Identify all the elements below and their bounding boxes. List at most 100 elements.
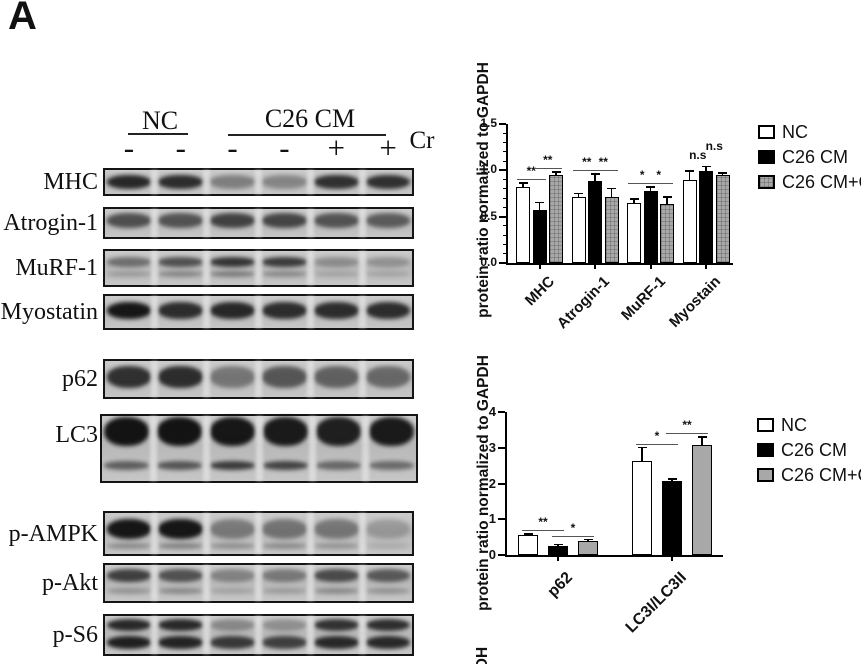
panel-label: A bbox=[8, 0, 37, 38]
sig-label: * bbox=[570, 520, 576, 535]
lane-gap bbox=[151, 513, 159, 554]
error-bar bbox=[671, 479, 673, 481]
blot-band bbox=[315, 417, 362, 447]
c26cm-underline bbox=[228, 134, 386, 136]
blot-target-label: p-AMPK bbox=[8, 520, 98, 547]
blot-band bbox=[315, 460, 362, 470]
error-bar bbox=[555, 172, 557, 175]
lane-gap bbox=[203, 209, 211, 237]
blot-target-label: MuRF-1 bbox=[15, 255, 98, 281]
group-label-nc: NC bbox=[141, 106, 179, 135]
y-tick-label: 2 bbox=[488, 475, 496, 491]
blot-band bbox=[158, 174, 204, 190]
error-bar-cap bbox=[574, 192, 583, 194]
y-minor-tick bbox=[503, 206, 506, 208]
blot-band bbox=[262, 569, 307, 583]
y-minor-tick bbox=[503, 151, 506, 153]
blot-band bbox=[365, 569, 411, 583]
blot-band bbox=[210, 256, 255, 267]
blot-band bbox=[313, 366, 359, 388]
legend-swatch bbox=[757, 443, 774, 457]
blot-band bbox=[103, 460, 150, 470]
y-minor-tick bbox=[503, 253, 506, 255]
blot-band bbox=[156, 417, 203, 447]
blot-band bbox=[210, 174, 255, 190]
blot-band bbox=[103, 417, 150, 447]
blot-band bbox=[210, 366, 255, 388]
sig-line bbox=[522, 530, 564, 532]
blot-band bbox=[262, 271, 307, 278]
lane-gap bbox=[306, 513, 314, 554]
legend-label: C26 CM+Cr bbox=[782, 172, 861, 192]
y-minor-tick bbox=[503, 225, 506, 227]
y-minor-tick bbox=[503, 179, 506, 181]
error-bar bbox=[594, 174, 596, 182]
legend-swatch bbox=[758, 150, 775, 164]
lane-gap bbox=[203, 565, 211, 601]
legend-label: C26 CM bbox=[781, 440, 848, 460]
lane-gap bbox=[151, 616, 159, 654]
chart-bar bbox=[516, 187, 530, 263]
error-bar-cap bbox=[551, 171, 561, 173]
blot-band bbox=[106, 256, 152, 267]
y-tick bbox=[498, 446, 505, 449]
blot-target-label: p-Akt bbox=[42, 570, 98, 596]
chart-bar bbox=[682, 179, 697, 263]
blot-band bbox=[313, 174, 359, 190]
y-tick bbox=[499, 215, 506, 218]
lane-gap bbox=[306, 565, 314, 601]
lane-gap bbox=[255, 296, 262, 328]
error-bar-cap bbox=[697, 436, 707, 438]
lane-gap bbox=[203, 251, 211, 285]
blot-band bbox=[158, 569, 204, 583]
blot-band bbox=[313, 518, 359, 540]
lane-gap bbox=[203, 616, 211, 654]
error-bar-cap bbox=[667, 478, 677, 480]
blot-band bbox=[262, 301, 307, 319]
blot-band bbox=[262, 366, 307, 388]
blot-band bbox=[262, 213, 307, 228]
blot-band bbox=[210, 542, 255, 549]
sig-line bbox=[628, 183, 657, 184]
blot-band bbox=[209, 417, 256, 447]
blot-band bbox=[365, 366, 411, 388]
error-bar-cap bbox=[701, 165, 711, 168]
blot-band bbox=[106, 366, 152, 388]
lane-gap bbox=[255, 565, 262, 601]
error-bar-cap bbox=[535, 201, 544, 204]
blot-band bbox=[106, 618, 152, 632]
blot-band bbox=[210, 569, 255, 583]
error-bar-cap bbox=[523, 533, 533, 535]
sig-line bbox=[589, 170, 618, 172]
error-bar-cap bbox=[637, 446, 647, 449]
y-tick bbox=[499, 262, 506, 264]
error-bar bbox=[633, 199, 635, 203]
legend-label: C26 CM+Cr bbox=[781, 465, 861, 485]
blot-band bbox=[262, 417, 309, 447]
blot-band bbox=[365, 174, 411, 190]
blot-band bbox=[262, 618, 307, 632]
legend-label: NC bbox=[781, 415, 807, 435]
blot-band bbox=[313, 271, 359, 278]
error-bar bbox=[557, 544, 559, 547]
lane-gap bbox=[361, 416, 369, 481]
blot-band bbox=[365, 271, 411, 278]
blot-target-label: Myostatin bbox=[0, 299, 98, 325]
x-axis bbox=[506, 263, 733, 265]
error-bar-cap bbox=[718, 172, 727, 174]
lane-gap bbox=[151, 251, 159, 285]
lane-gap bbox=[306, 251, 314, 285]
lane-sign: - bbox=[227, 130, 238, 165]
error-bar bbox=[527, 534, 529, 536]
blot-band bbox=[106, 569, 152, 583]
lane-gap bbox=[358, 361, 366, 397]
blot-band bbox=[106, 518, 152, 540]
blot-band bbox=[365, 542, 411, 549]
blot-target-label: p-S6 bbox=[52, 622, 98, 648]
blot-band bbox=[262, 542, 307, 549]
blot-band bbox=[313, 256, 359, 267]
blot-band bbox=[365, 518, 411, 540]
error-bar bbox=[666, 197, 668, 204]
blot-band bbox=[365, 301, 411, 319]
error-bar-cap bbox=[518, 182, 528, 184]
